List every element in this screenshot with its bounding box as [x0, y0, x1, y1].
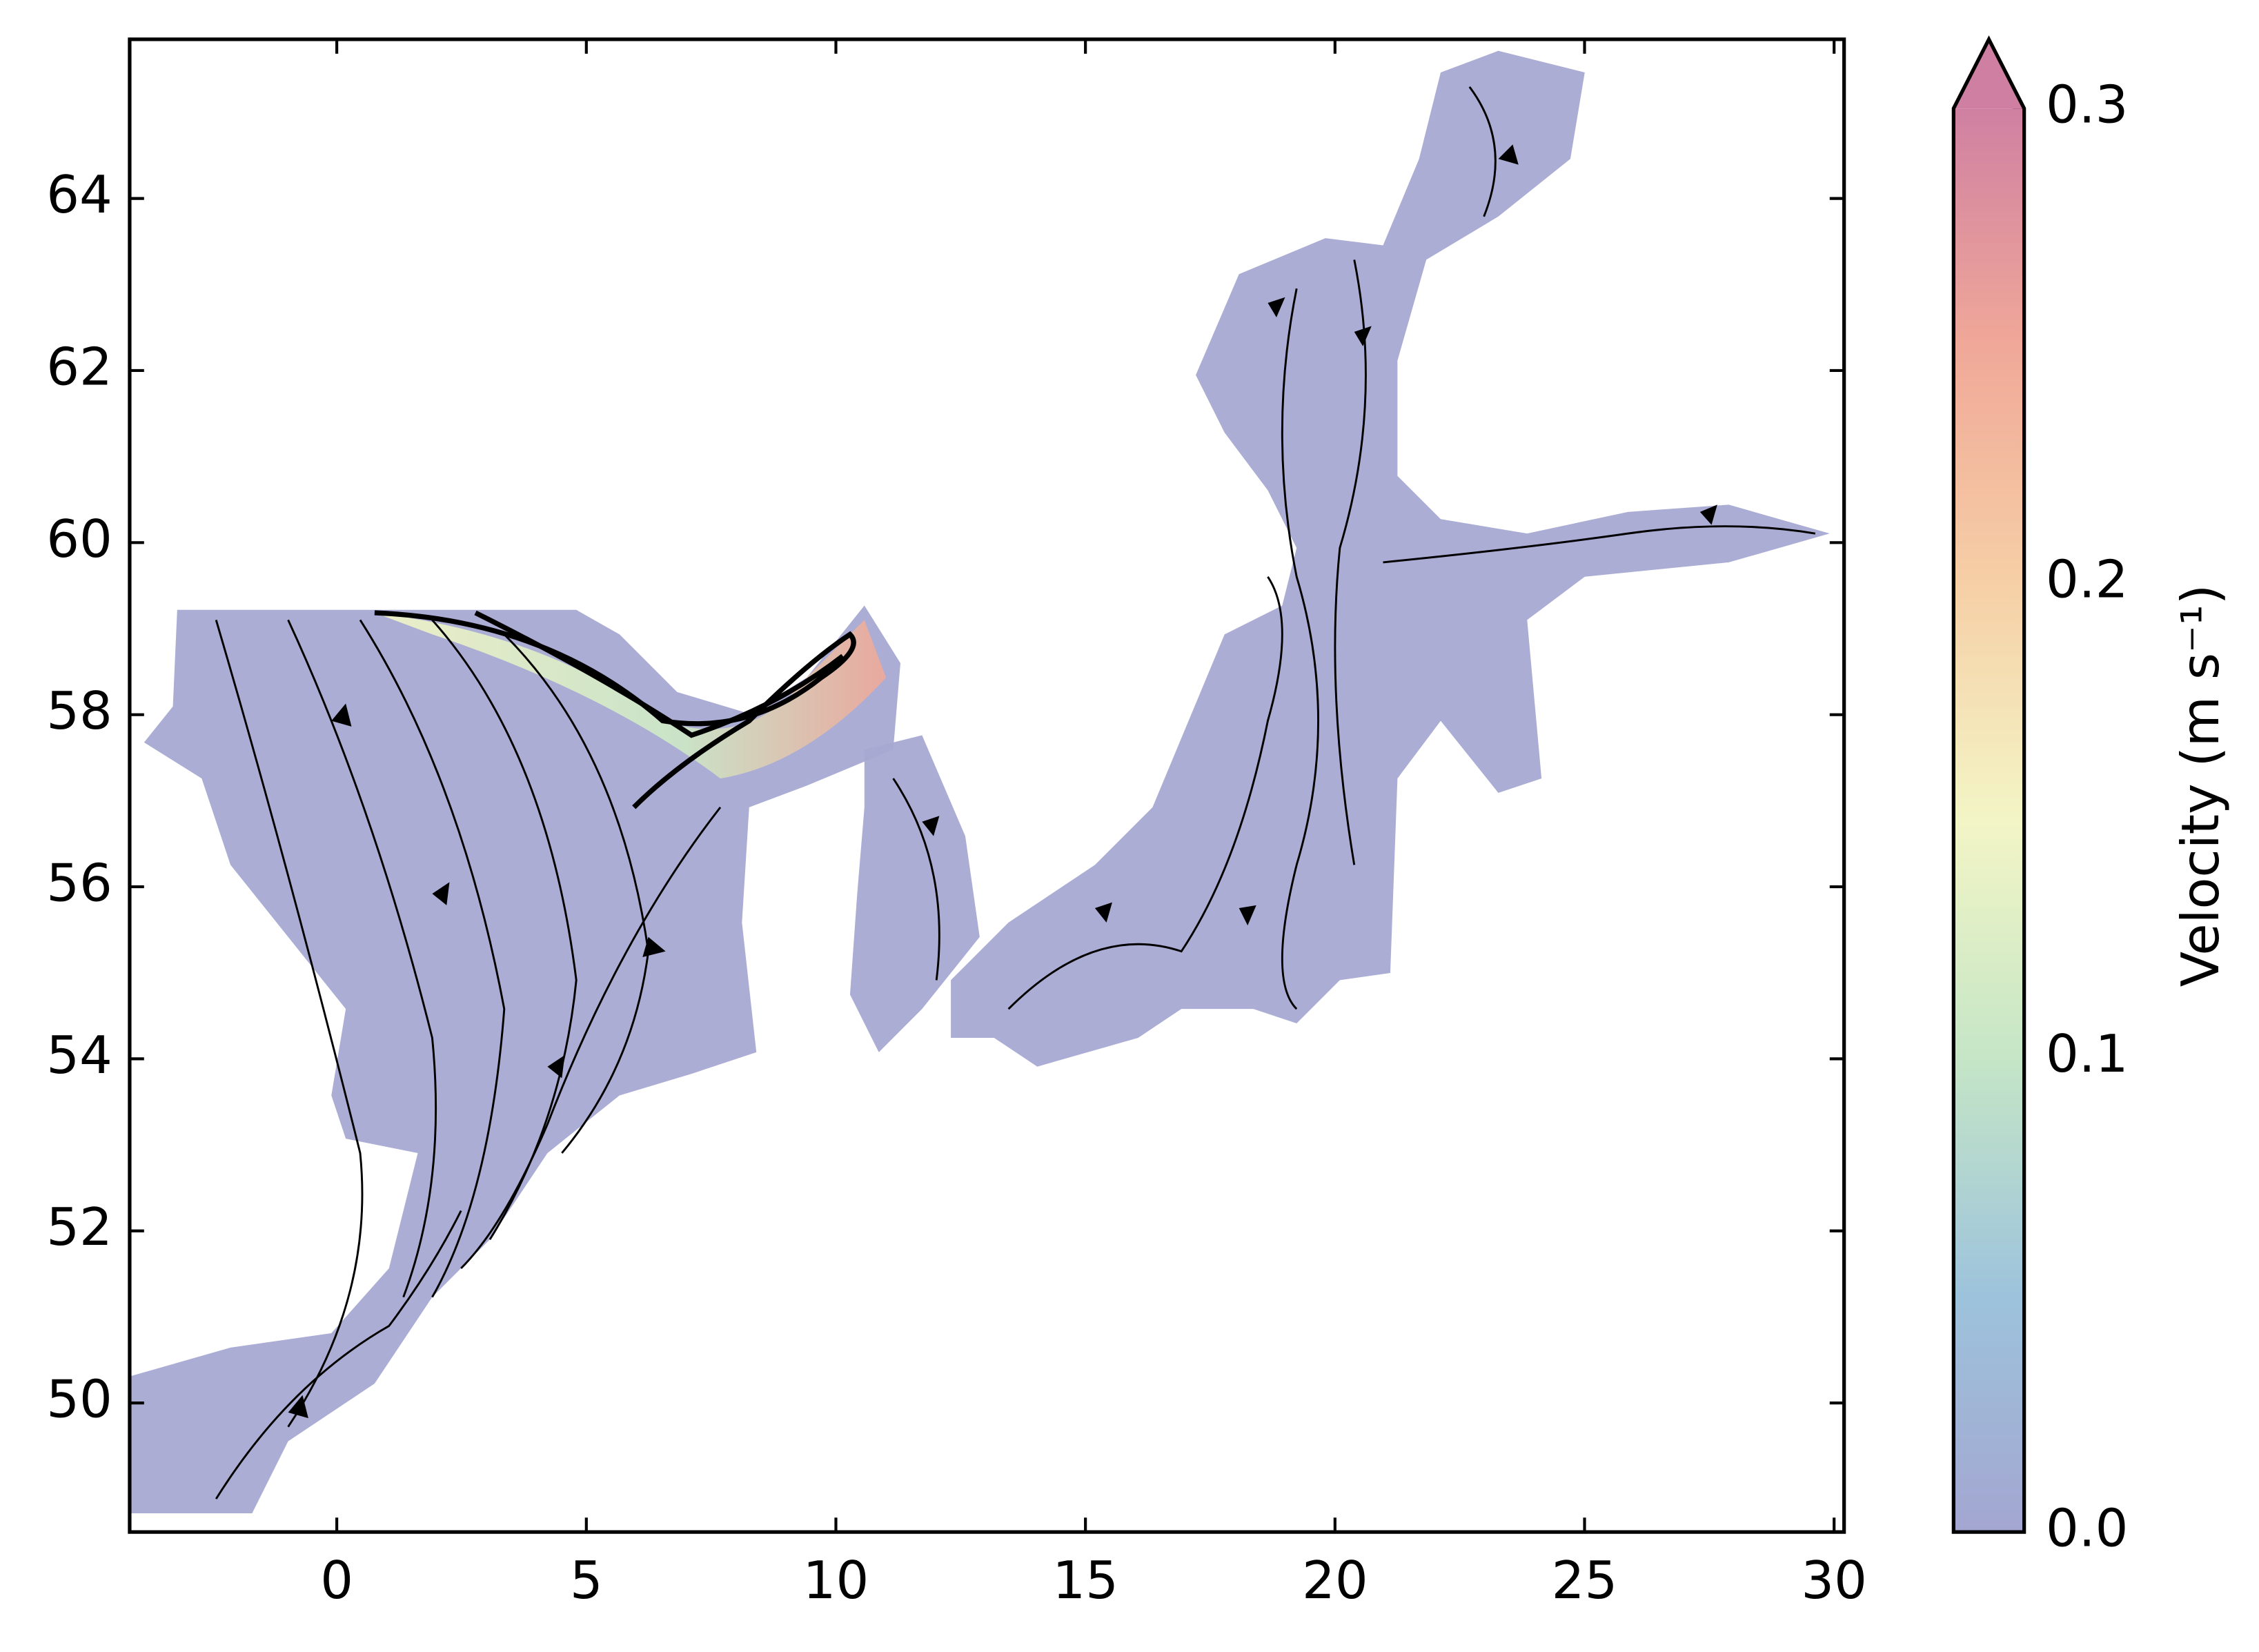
colorbar-tick-label: 0.0 — [2046, 1498, 2129, 1559]
x-tick-label: 0 — [320, 1550, 353, 1611]
y-tick-label: 52 — [46, 1197, 112, 1257]
streamlines — [215, 86, 1816, 1499]
fast-current — [374, 612, 887, 779]
colorbar-tick-label: 0.3 — [2046, 75, 2129, 135]
x-tick-label: 30 — [1801, 1550, 1867, 1611]
plot-frame — [128, 37, 1846, 1534]
x-tick-label: 20 — [1302, 1550, 1368, 1611]
colorbar — [1953, 108, 2024, 1533]
y-tick-label: 60 — [46, 509, 112, 569]
arrows — [288, 144, 1717, 1419]
colorbar-label: Velocity (m s⁻¹) — [2170, 584, 2231, 987]
kattegat — [849, 735, 980, 1052]
map-area — [129, 50, 1830, 1513]
colorbar-extend — [1953, 39, 2024, 109]
y-tick-label: 62 — [46, 336, 112, 397]
x-tick-label: 25 — [1552, 1550, 1618, 1611]
x-tick-label: 10 — [803, 1550, 869, 1611]
y-tick-label: 58 — [46, 680, 112, 741]
x-tick-label: 5 — [570, 1550, 603, 1611]
y-tick-label: 64 — [46, 164, 112, 225]
y-tick-label: 50 — [46, 1369, 112, 1430]
baltic-sea — [951, 50, 1830, 1067]
y-tick-label: 56 — [46, 853, 112, 914]
colorbar-tick-label: 0.2 — [2046, 549, 2129, 609]
axes: 0 5 10 15 20 25 30 50 52 54 56 58 60 62 64 0.0 0.1 0.2 0.3 — [46, 39, 2129, 1611]
x-tick-label: 15 — [1052, 1550, 1118, 1611]
y-tick-label: 54 — [46, 1025, 112, 1085]
north-sea — [129, 605, 901, 1513]
colorbar-frame — [1951, 35, 2026, 1534]
colorbar-tick-label: 0.1 — [2046, 1023, 2129, 1084]
